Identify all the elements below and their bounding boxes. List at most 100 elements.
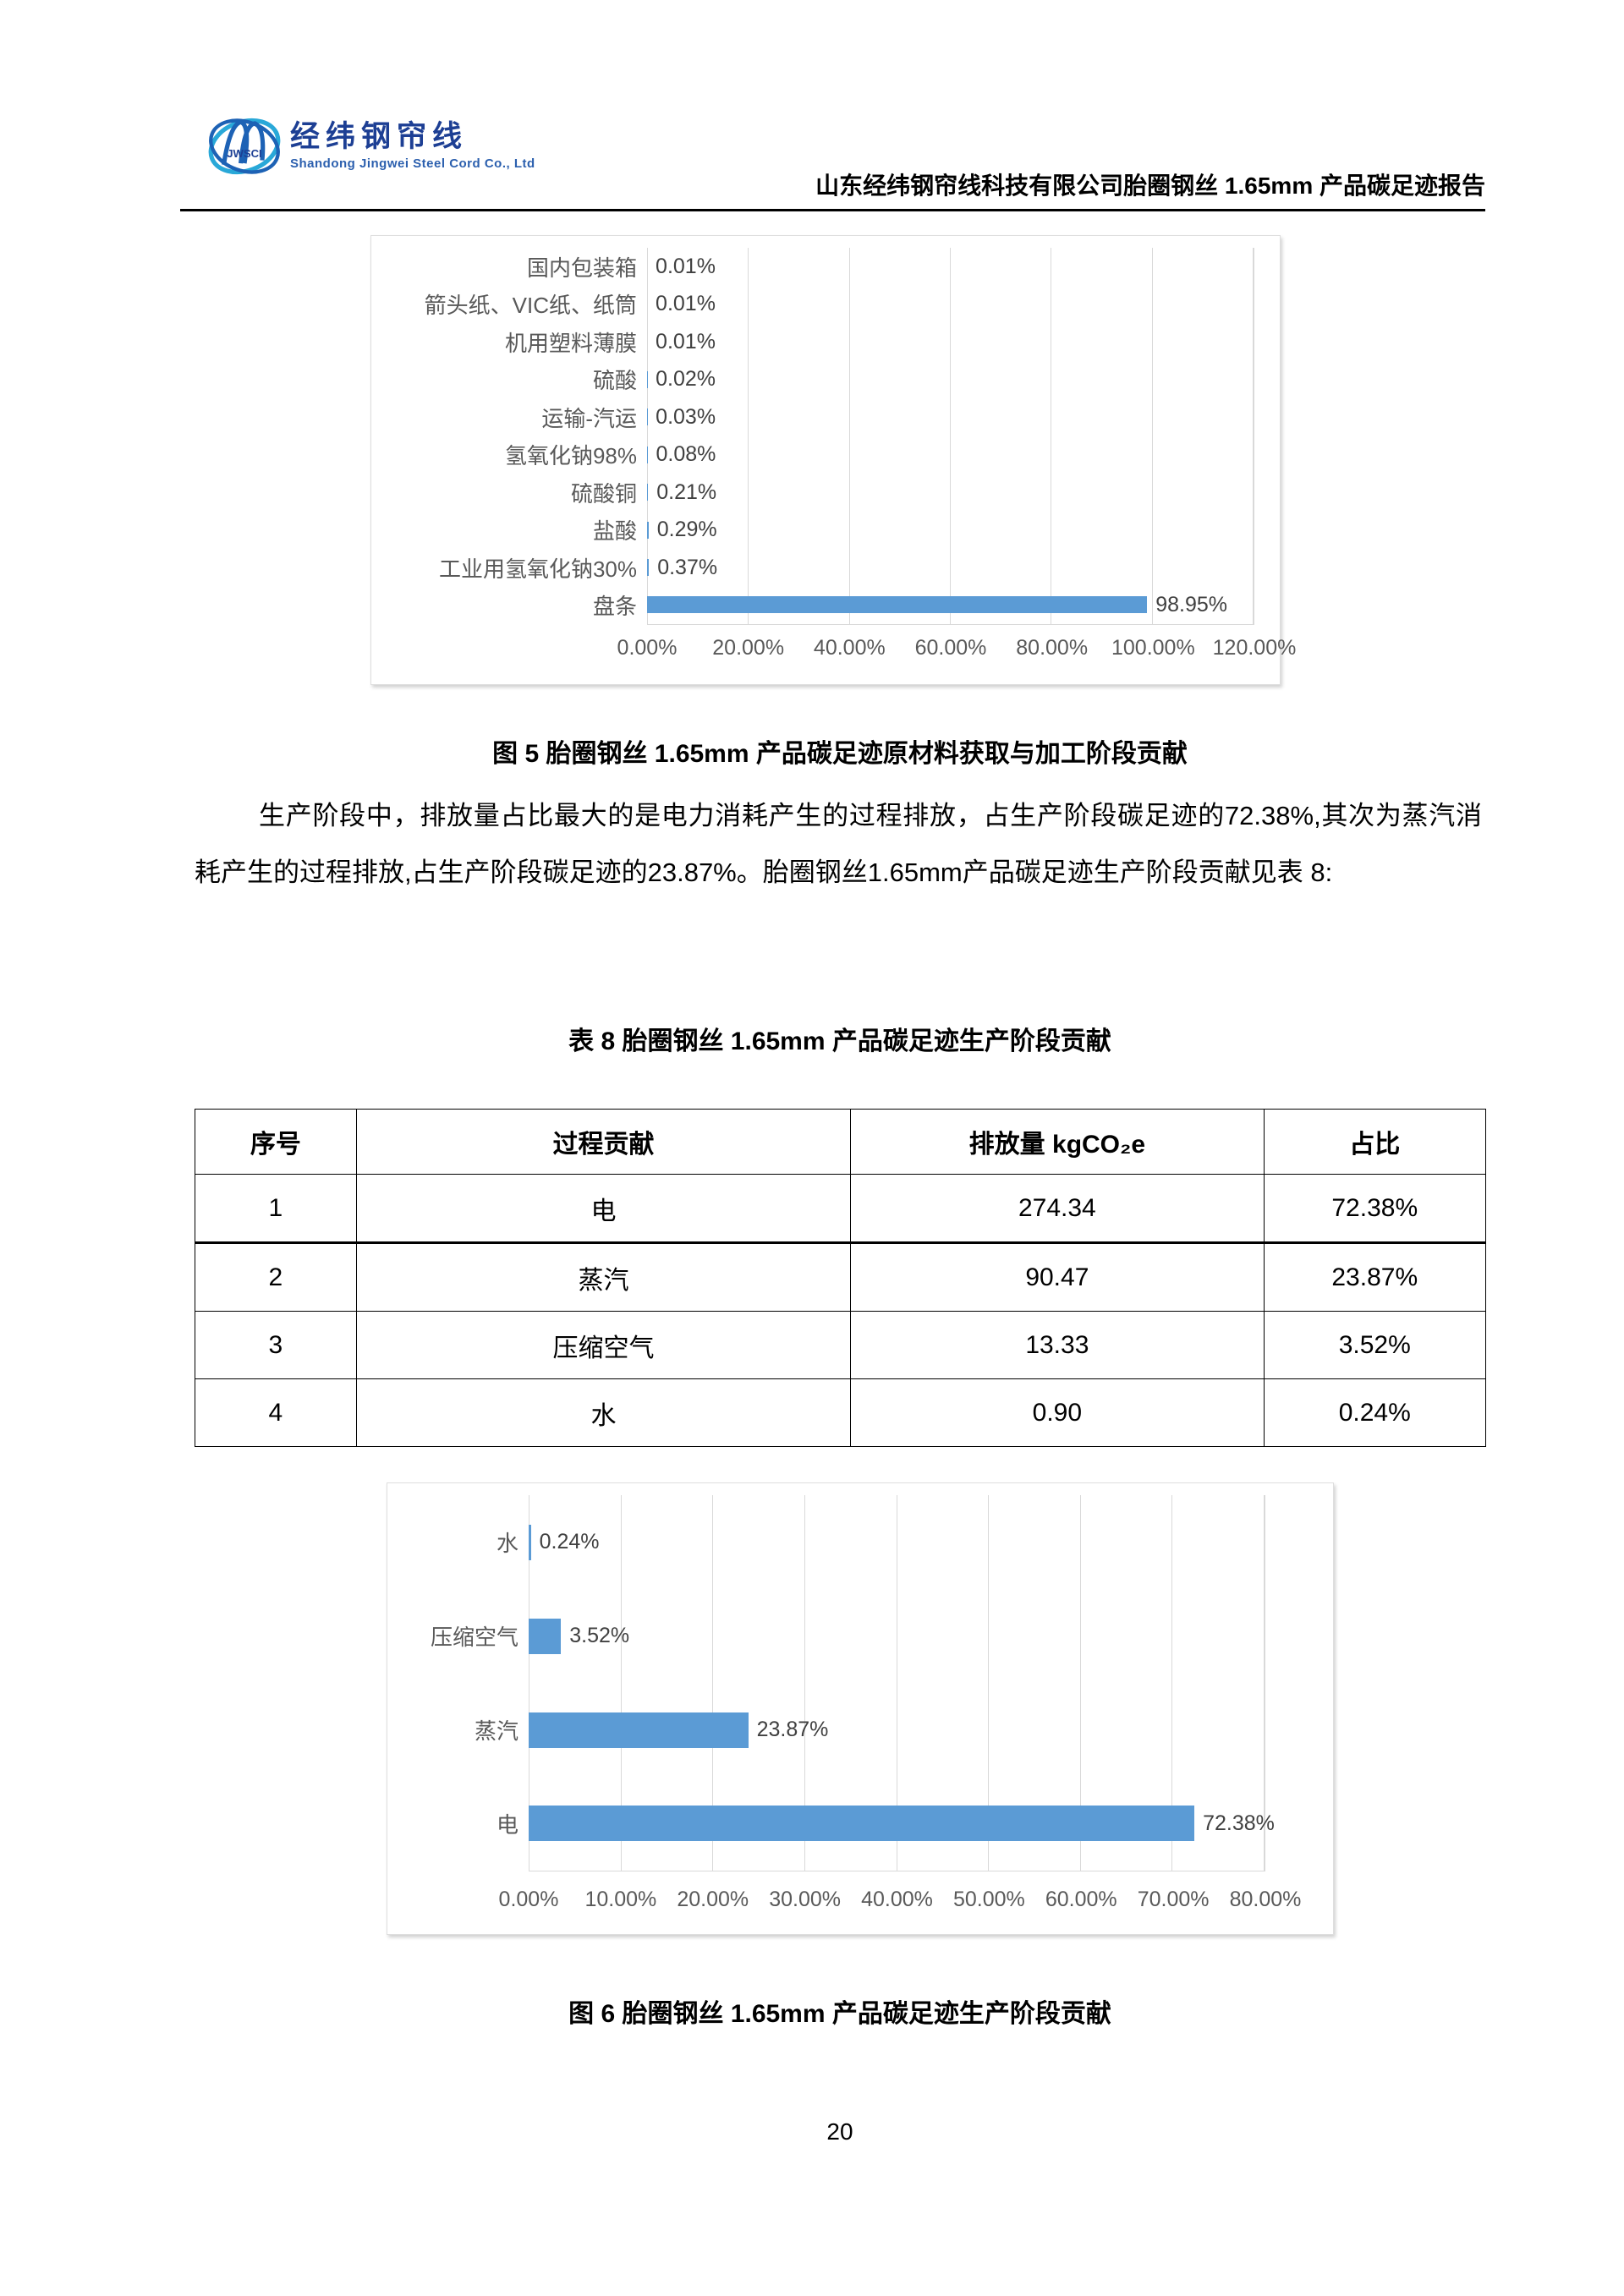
brand-name-en: Shandong Jingwei Steel Cord Co., Ltd	[290, 156, 535, 171]
figure5-bar-chart: 国内包装箱 0.01% 箭头纸、VIC纸、纸筒 0.01% 机用塑料薄膜 0.01% 硫酸 0…	[370, 235, 1297, 685]
chart-bar-track: 0.01%	[647, 323, 1254, 361]
brand-name-cn: 经纬钢帘线	[290, 120, 469, 153]
table8: 序号 过程贡献 排放量 kgCO₂e 占比 1 电 274.34 72.38% 2 蒸汽 90.47…	[195, 1109, 1487, 1447]
chart-category-label: 国内包装箱	[526, 255, 637, 281]
chart-data-label: 3.52%	[569, 1624, 630, 1647]
page-number: 20	[826, 2118, 853, 2145]
chart-row: 盘条 98.95%	[371, 586, 1280, 625]
table-cell: 0.24%	[1263, 1378, 1487, 1447]
chart-category-label: 氢氧化钠98%	[504, 443, 637, 469]
chart-data-label: 0.21%	[656, 479, 717, 504]
document-title: 山东经纬钢帘线科技有限公司胎圈钢丝 1.65mm 产品碳足迹报告	[815, 173, 1485, 199]
chart-bar-track: 3.52%	[529, 1589, 1265, 1683]
table-cell: 蒸汽	[355, 1242, 852, 1312]
chart-category-label: 硫酸铜	[570, 480, 637, 507]
chart-category-label: 盘条	[592, 594, 637, 620]
figure5-caption: 图 5 胎圈钢丝 1.65mm 产品碳足迹原材料获取与加工阶段贡献	[492, 740, 1188, 768]
chart-row: 蒸汽 23.87%	[387, 1683, 1333, 1777]
table-row: 1 电 274.34 72.38%	[195, 1174, 1487, 1244]
chart-category-label: 蒸汽	[474, 1718, 518, 1744]
table-cell: 23.87%	[1263, 1242, 1487, 1312]
body-paragraph: 生产阶段中，排放量占比最大的是电力消耗产生的过程排放，占生产阶段碳足迹的72.3…	[195, 801, 1482, 887]
chart-category-label: 箭头纸、VIC纸、纸筒	[424, 293, 637, 319]
table-cell: 72.38%	[1263, 1174, 1487, 1244]
chart-row: 氢氧化钠98% 0.08%	[371, 436, 1280, 474]
chart-row: 压缩空气 3.52%	[387, 1589, 1333, 1683]
chart-axis-tick: 60.00%	[914, 636, 987, 660]
chart-bar-track: 0.21%	[647, 474, 1254, 512]
chart-row: 盐酸 0.29%	[371, 511, 1280, 549]
chart-data-label: 0.02%	[656, 367, 716, 392]
chart-data-label: 0.37%	[657, 555, 718, 579]
table-cell: 4	[195, 1378, 357, 1447]
chart-data-label: 0.29%	[656, 518, 717, 542]
table-cell: 90.47	[850, 1242, 1265, 1312]
chart-bar-track: 0.02%	[647, 360, 1254, 398]
chart-axis-tick: 40.00%	[861, 1888, 933, 1911]
table8-caption: 表 8 胎圈钢丝 1.65mm 产品碳足迹生产阶段贡献	[568, 1027, 1111, 1055]
chart-axis-tick: 20.00%	[677, 1888, 749, 1911]
chart-axis-tick: 50.00%	[952, 1888, 1025, 1911]
chart-axis-tick: 80.00%	[1229, 1888, 1302, 1911]
table-cell: 13.33	[850, 1311, 1265, 1379]
chart-bar	[647, 596, 1148, 614]
chart-bar	[529, 1618, 562, 1654]
chart-row: 运输-汽运 0.03%	[371, 398, 1280, 436]
chart-data-label: 0.01%	[656, 292, 716, 316]
chart-axis-tick: 70.00%	[1137, 1888, 1210, 1911]
chart-row: 箭头纸、VIC纸、纸筒 0.01%	[371, 285, 1280, 323]
chart-axis-tick: 40.00%	[813, 636, 886, 660]
chart-plot-area: 水 0.24% 压缩空气 3.52% 蒸汽 23.87% 电 72.38%	[387, 1483, 1333, 1871]
chart-data-label: 98.95%	[1155, 592, 1228, 616]
table-header-cell: 序号	[195, 1109, 357, 1175]
chart-bar-track: 72.38%	[529, 1776, 1275, 1871]
chart-axis-tick: 100.00%	[1111, 636, 1195, 660]
chart-bar-track: 0.01%	[647, 285, 1254, 323]
table-row: 2 蒸汽 90.47 23.87%	[195, 1242, 1487, 1312]
chart-plot-area: 国内包装箱 0.01% 箭头纸、VIC纸、纸筒 0.01% 机用塑料薄膜 0.01% 硫酸 0…	[371, 236, 1280, 625]
chart-axis-tick: 60.00%	[1045, 1888, 1117, 1911]
chart-bar-track: 23.87%	[529, 1683, 1265, 1777]
chart-axis-tick: 0.00%	[617, 636, 678, 660]
chart-data-label: 0.01%	[656, 254, 716, 278]
table-cell: 水	[355, 1378, 852, 1447]
chart-bar-track: 0.01%	[647, 248, 1254, 286]
chart-axis-tick: 20.00%	[712, 636, 785, 660]
figure6-caption: 图 6 胎圈钢丝 1.65mm 产品碳足迹生产阶段贡献	[568, 2000, 1111, 2028]
chart-bar	[647, 484, 649, 501]
chart-data-label: 0.24%	[539, 1530, 600, 1553]
chart-category-label: 工业用氢氧化钠30%	[438, 556, 637, 582]
table-cell: 电	[355, 1174, 852, 1244]
chart-bar	[529, 1712, 749, 1748]
chart-bar-track: 0.24%	[529, 1495, 1265, 1589]
table-header-cell: 占比	[1263, 1109, 1487, 1175]
chart-row: 硫酸铜 0.21%	[371, 474, 1280, 512]
chart-bar	[529, 1806, 1195, 1841]
chart-x-axis: 0.00% 10.00% 20.00% 30.00% 40.00% 50.00% 60.00…	[499, 1882, 1302, 1920]
svg-text:JWSCI: JWSCI	[227, 147, 261, 160]
chart-x-axis: 0.00% 20.00% 40.00% 60.00% 80.00% 100.00% 120.…	[617, 631, 1297, 668]
chart-category-label: 水	[496, 1531, 518, 1556]
chart-row: 机用塑料薄膜 0.01%	[371, 323, 1280, 361]
chart-category-label: 盐酸	[592, 518, 637, 545]
company-logo: JWSCI 经纬钢帘线 Shandong Jingwei Steel Cord …	[207, 112, 535, 181]
table-header-row: 序号 过程贡献 排放量 kgCO₂e 占比	[195, 1109, 1487, 1175]
chart-category-label: 机用塑料薄膜	[504, 330, 637, 356]
chart-row: 国内包装箱 0.01%	[371, 248, 1280, 286]
table-row: 3 压缩空气 13.33 3.52%	[195, 1311, 1487, 1379]
logo-text: 经纬钢帘线 Shandong Jingwei Steel Cord Co., L…	[290, 122, 535, 171]
chart-data-label: 23.87%	[756, 1718, 829, 1741]
figure6-bar-chart: 水 0.24% 压缩空气 3.52% 蒸汽 23.87% 电 72.38% 0.00% 10.0…	[387, 1482, 1334, 1935]
table-cell: 274.34	[850, 1174, 1265, 1244]
table-cell: 3.52%	[1263, 1311, 1487, 1379]
chart-bar	[647, 521, 649, 539]
chart-bar	[647, 559, 650, 577]
chart-bar-track: 0.03%	[647, 398, 1254, 436]
chart-data-label: 0.03%	[656, 404, 716, 429]
table-row: 4 水 0.90 0.24%	[195, 1378, 1487, 1447]
chart-bar-track: 98.95%	[647, 586, 1254, 625]
chart-category-label: 运输-汽运	[541, 405, 637, 431]
table-cell: 3	[195, 1311, 357, 1379]
table-header-cell: 排放量 kgCO₂e	[850, 1109, 1265, 1175]
